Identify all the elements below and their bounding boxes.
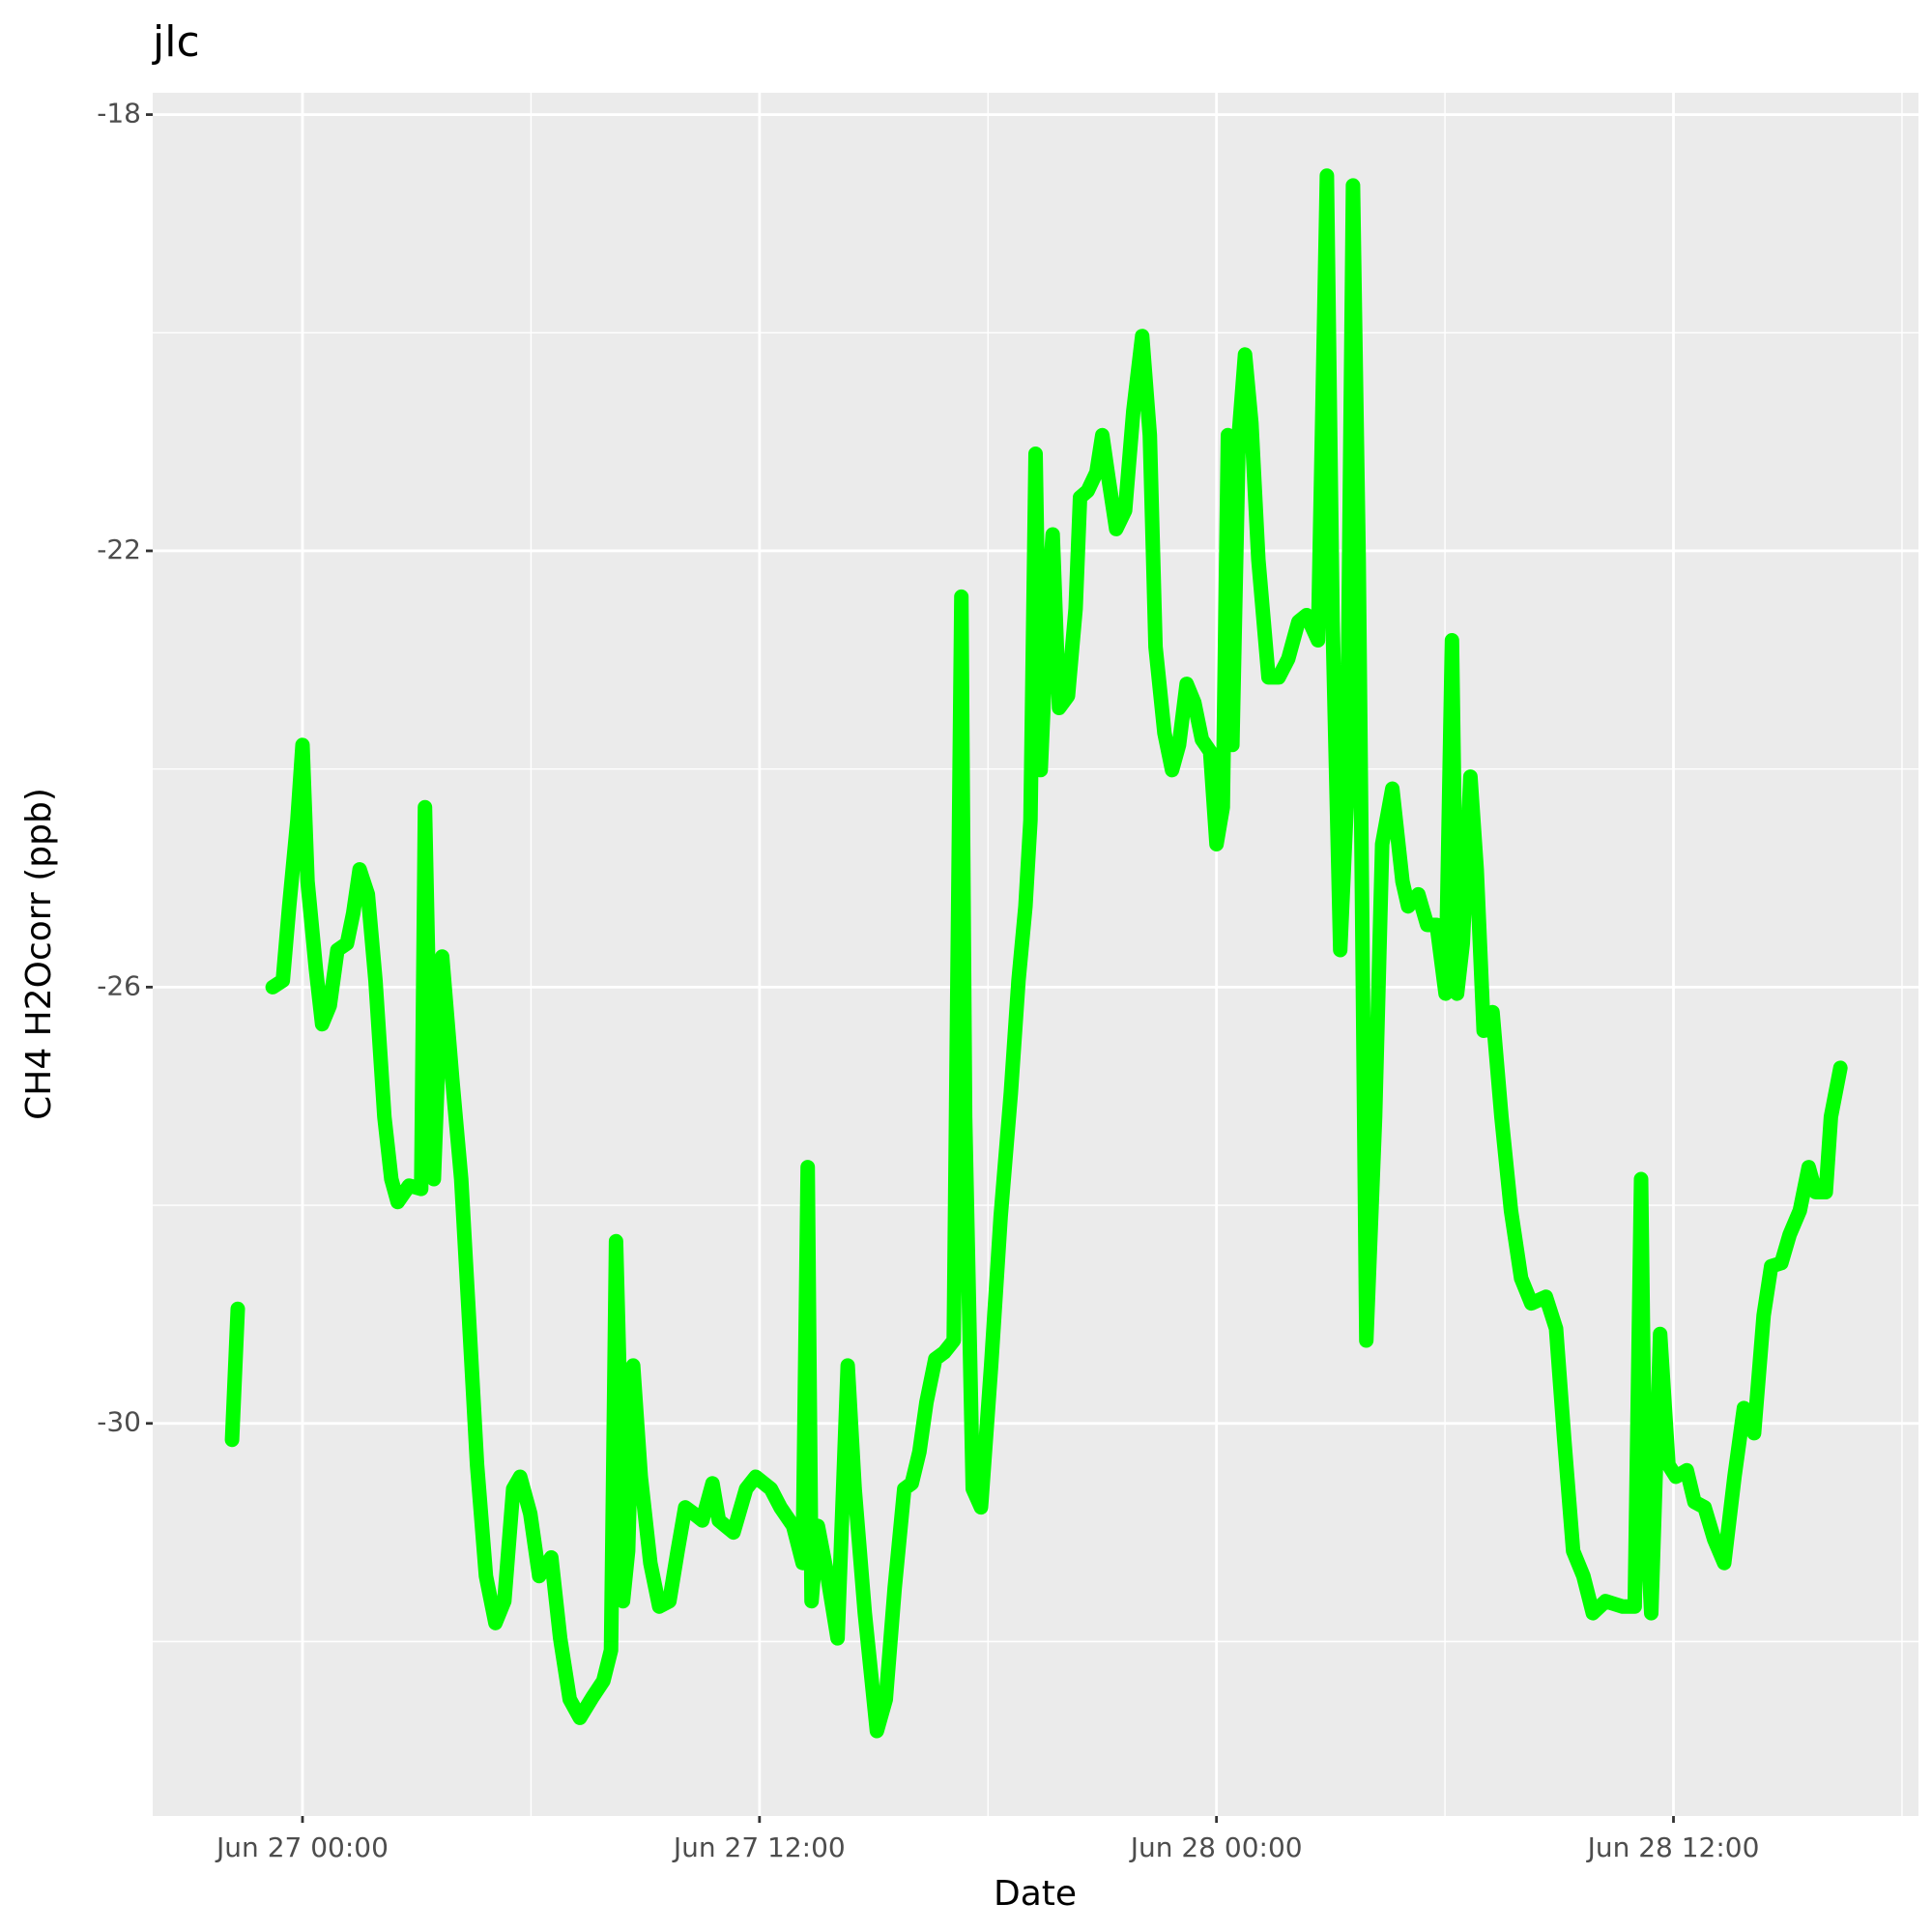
x-tick-label: Jun 27 12:00 — [672, 1831, 846, 1863]
x-tick-label: Jun 28 00:00 — [1129, 1831, 1303, 1863]
x-axis-title: Date — [994, 1874, 1077, 1914]
y-axis-title: CH4 H2Ocorr (ppb) — [19, 788, 59, 1120]
y-tick-label: -18 — [97, 98, 141, 130]
grid — [153, 93, 1918, 1816]
marks — [224, 168, 1848, 1739]
y-tick-label: -30 — [97, 1406, 141, 1438]
x-tick-label: Jun 27 00:00 — [215, 1831, 389, 1863]
chart-title: jlc — [152, 17, 200, 67]
y-tick-label: -22 — [97, 533, 141, 565]
x-tick-label: Jun 28 12:00 — [1586, 1831, 1760, 1863]
y-tick-label: -26 — [97, 969, 141, 1001]
data-line — [224, 168, 1848, 1739]
